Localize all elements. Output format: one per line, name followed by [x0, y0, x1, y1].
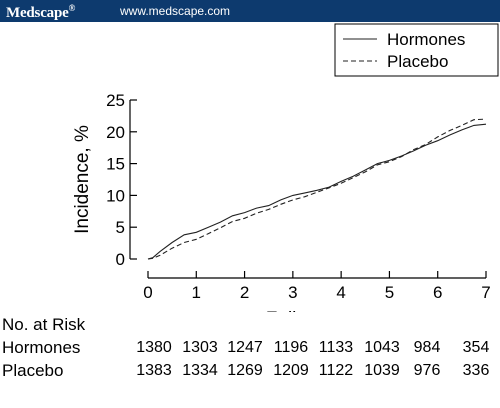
y-tick-label: 5	[116, 218, 125, 237]
risk-count: 336	[462, 362, 490, 379]
risk-count: 1380	[136, 339, 172, 356]
number-at-risk-table: No. at Risk Hormones 1380 1303 1247 1196 1133…	[0, 312, 500, 408]
risk-count: 1303	[182, 339, 218, 356]
series-line-hormones	[147, 123, 487, 260]
legend-label-hormones: Hormones	[387, 30, 465, 49]
risk-row-label: Placebo	[2, 361, 64, 380]
x-tick-label: 3	[288, 283, 297, 302]
series-line-placebo	[147, 118, 487, 260]
risk-count: 1122	[318, 362, 354, 379]
x-tick-label: 6	[433, 283, 442, 302]
risk-count: 984	[413, 339, 441, 356]
risk-count: 976	[413, 362, 441, 379]
risk-row-label: Hormones	[2, 338, 81, 357]
x-tick-label: 1	[192, 283, 201, 302]
x-tick-label: 5	[385, 283, 394, 302]
risk-count: 1133	[318, 339, 354, 356]
risk-count: 1269	[227, 362, 263, 379]
risk-count: 1209	[273, 362, 309, 379]
y-tick-label: 15	[106, 155, 125, 174]
x-axis-title: Follow-up, y	[266, 309, 369, 312]
header-bar: Medscape® www.medscape.com	[0, 0, 500, 22]
x-tick-label: 0	[143, 283, 152, 302]
legend-label-placebo: Placebo	[387, 52, 448, 71]
risk-count: 1247	[227, 339, 263, 356]
y-axis-title: Incidence, %	[72, 125, 93, 234]
risk-count: 1334	[182, 362, 218, 379]
legend-box	[334, 23, 499, 77]
risk-count: 1196	[273, 339, 309, 356]
registered-mark: ®	[68, 3, 76, 13]
chart-series	[147, 118, 487, 260]
y-tick-label: 20	[106, 123, 125, 142]
x-tick-label: 2	[240, 283, 249, 302]
risk-count: 354	[462, 339, 490, 356]
brand-name: Medscape	[6, 5, 69, 21]
risk-count: 1043	[364, 339, 400, 356]
site-url[interactable]: www.medscape.com	[120, 4, 231, 18]
y-tick-label: 0	[116, 250, 125, 269]
risk-count: 1039	[364, 362, 400, 379]
chart-axes: 0 5 10 15 20 25 0 1 2 3 4 5 6 7 Follow-up, y Incidence,…	[72, 91, 491, 312]
medscape-logo[interactable]: Medscape®	[6, 3, 75, 22]
y-tick-label: 25	[106, 91, 125, 110]
risk-table-title: No. at Risk	[2, 315, 86, 334]
risk-count: 1383	[136, 362, 172, 379]
x-tick-label: 7	[481, 283, 490, 302]
incidence-line-chart: 0 5 10 15 20 25 0 1 2 3 4 5 6 7 Follow-up, y Incidence,…	[72, 23, 499, 312]
chart-legend: Hormones Placebo	[334, 23, 499, 77]
x-tick-label: 4	[336, 283, 345, 302]
y-tick-label: 10	[106, 186, 125, 205]
